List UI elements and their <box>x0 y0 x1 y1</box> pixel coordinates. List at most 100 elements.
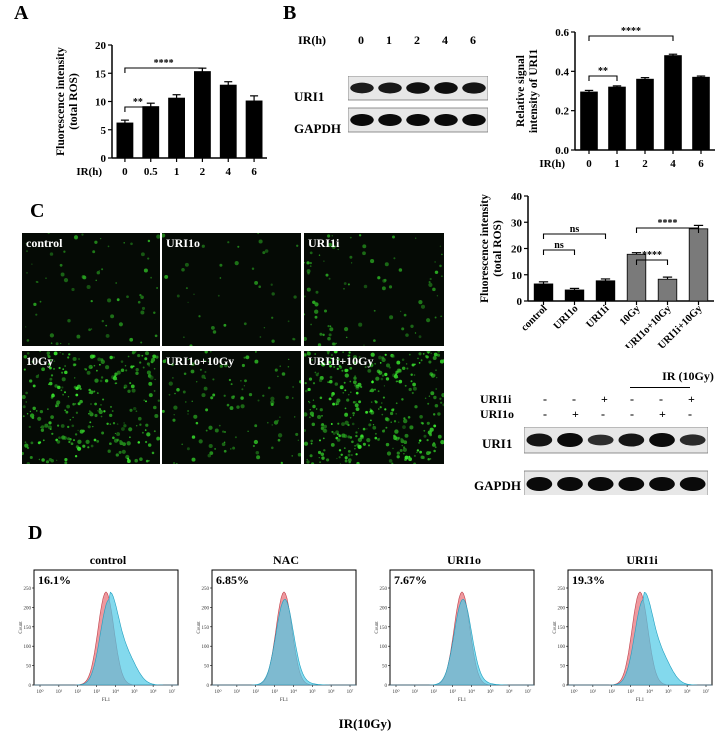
y-tick-label: 0.6 <box>555 27 569 39</box>
cell-dot <box>274 368 278 372</box>
cell-dot <box>344 327 349 332</box>
flow-y-tick-label: 100 <box>24 645 32 650</box>
cell-dot <box>349 366 353 370</box>
y-tick-label: 40 <box>511 191 523 203</box>
blot-c-condition-mark: - <box>659 392 663 406</box>
cell-dot <box>344 373 349 378</box>
flow-y-tick-label: 150 <box>202 626 210 631</box>
cell-dot <box>100 358 104 362</box>
cell-dot <box>276 419 280 422</box>
cell-dot <box>395 380 398 383</box>
cell-dot <box>98 409 103 415</box>
cell-dot <box>198 315 201 318</box>
cell-dot <box>287 365 290 368</box>
micrograph-label: 10Gy <box>26 354 54 368</box>
blot-c-condition-mark: - <box>630 407 634 421</box>
cell-dot <box>362 442 366 446</box>
cell-dot <box>26 250 28 252</box>
blot-b-lane-label: 2 <box>414 33 420 47</box>
cell-dot <box>111 410 114 412</box>
blot-b-band <box>406 114 430 126</box>
cell-dot <box>162 359 167 364</box>
cell-dot <box>309 261 312 265</box>
cell-dot <box>252 444 255 448</box>
cell-dot <box>82 275 87 280</box>
cell-dot <box>369 409 373 413</box>
y-axis-label-line: intensity of URI1 <box>528 49 540 134</box>
cell-dot <box>310 323 312 326</box>
cell-dot <box>39 441 42 444</box>
flow-y-axis-label: Count <box>19 621 24 634</box>
cell-dot <box>373 309 376 312</box>
cell-dot <box>112 422 116 425</box>
cell-dot <box>372 424 375 426</box>
y-tick-label: 20 <box>511 244 523 256</box>
cell-dot <box>435 388 438 390</box>
cell-dot <box>187 413 189 415</box>
cell-dot <box>352 355 358 360</box>
cell-dot <box>343 282 347 285</box>
x-axis-label: IR(h) <box>76 166 102 178</box>
blot-c-condition-mark: + <box>659 407 666 421</box>
cell-dot <box>73 439 75 442</box>
cell-dot <box>29 410 32 413</box>
cell-dot <box>410 324 414 328</box>
cell-dot <box>41 458 45 462</box>
cell-dot <box>432 373 436 377</box>
cell-dot <box>145 351 149 356</box>
cell-dot <box>430 352 432 355</box>
bar <box>142 106 160 159</box>
flow-x-tick-label: 10⁶ <box>506 689 513 695</box>
cell-dot <box>385 417 390 422</box>
cell-dot <box>328 333 332 337</box>
cell-dot <box>325 273 329 277</box>
cell-dot <box>50 415 54 419</box>
cell-dot <box>402 425 406 429</box>
cell-dot <box>344 412 349 417</box>
cell-dot <box>414 332 417 334</box>
cell-dot <box>400 438 404 441</box>
cell-dot <box>60 389 63 392</box>
blot-c-group-label: IR (10Gy) <box>662 369 714 383</box>
cell-dot <box>93 364 96 367</box>
cell-dot <box>381 402 383 404</box>
cell-dot <box>410 380 413 383</box>
cell-dot <box>408 387 412 392</box>
cell-dot <box>107 245 110 248</box>
chart-a-ros-over-time: 0 5 10 15 20 0 0.5 1 2 4 6 IR(h) Fluorescence intens… <box>55 40 267 178</box>
cell-dot <box>61 435 66 440</box>
cell-dot <box>127 389 131 393</box>
micrograph-image: URI1o <box>162 233 301 346</box>
cell-dot <box>130 384 135 389</box>
x-tick-label: URI1o <box>552 303 581 332</box>
cell-dot <box>332 432 336 435</box>
cell-dot <box>341 369 344 372</box>
flow-x-tick-label: 10⁷ <box>169 689 176 695</box>
cell-dot <box>311 359 314 361</box>
cell-dot <box>226 403 230 407</box>
cell-dot <box>48 383 50 386</box>
cell-dot <box>26 462 31 464</box>
cell-dot <box>273 420 279 425</box>
cell-dot <box>148 460 150 462</box>
cell-dot <box>442 403 444 407</box>
cell-dot <box>23 368 26 371</box>
cell-dot <box>32 406 36 411</box>
cell-dot <box>431 442 436 447</box>
cell-dot <box>39 351 42 353</box>
cell-dot <box>64 458 68 462</box>
blot-b-band <box>378 82 402 94</box>
x-tick-label: 4 <box>670 158 676 170</box>
x-tick-label: 10Gy <box>618 303 643 328</box>
cell-dot <box>281 372 286 376</box>
x-tick-label: 1 <box>614 158 620 170</box>
cell-dot <box>403 313 407 317</box>
cell-dot <box>429 277 432 281</box>
cell-dot <box>81 233 84 236</box>
cell-dot <box>65 410 69 414</box>
cell-dot <box>398 268 403 272</box>
cell-dot <box>156 234 160 239</box>
significance-label: ** <box>598 66 608 77</box>
cell-dot <box>347 435 351 439</box>
cell-dot <box>349 236 352 239</box>
